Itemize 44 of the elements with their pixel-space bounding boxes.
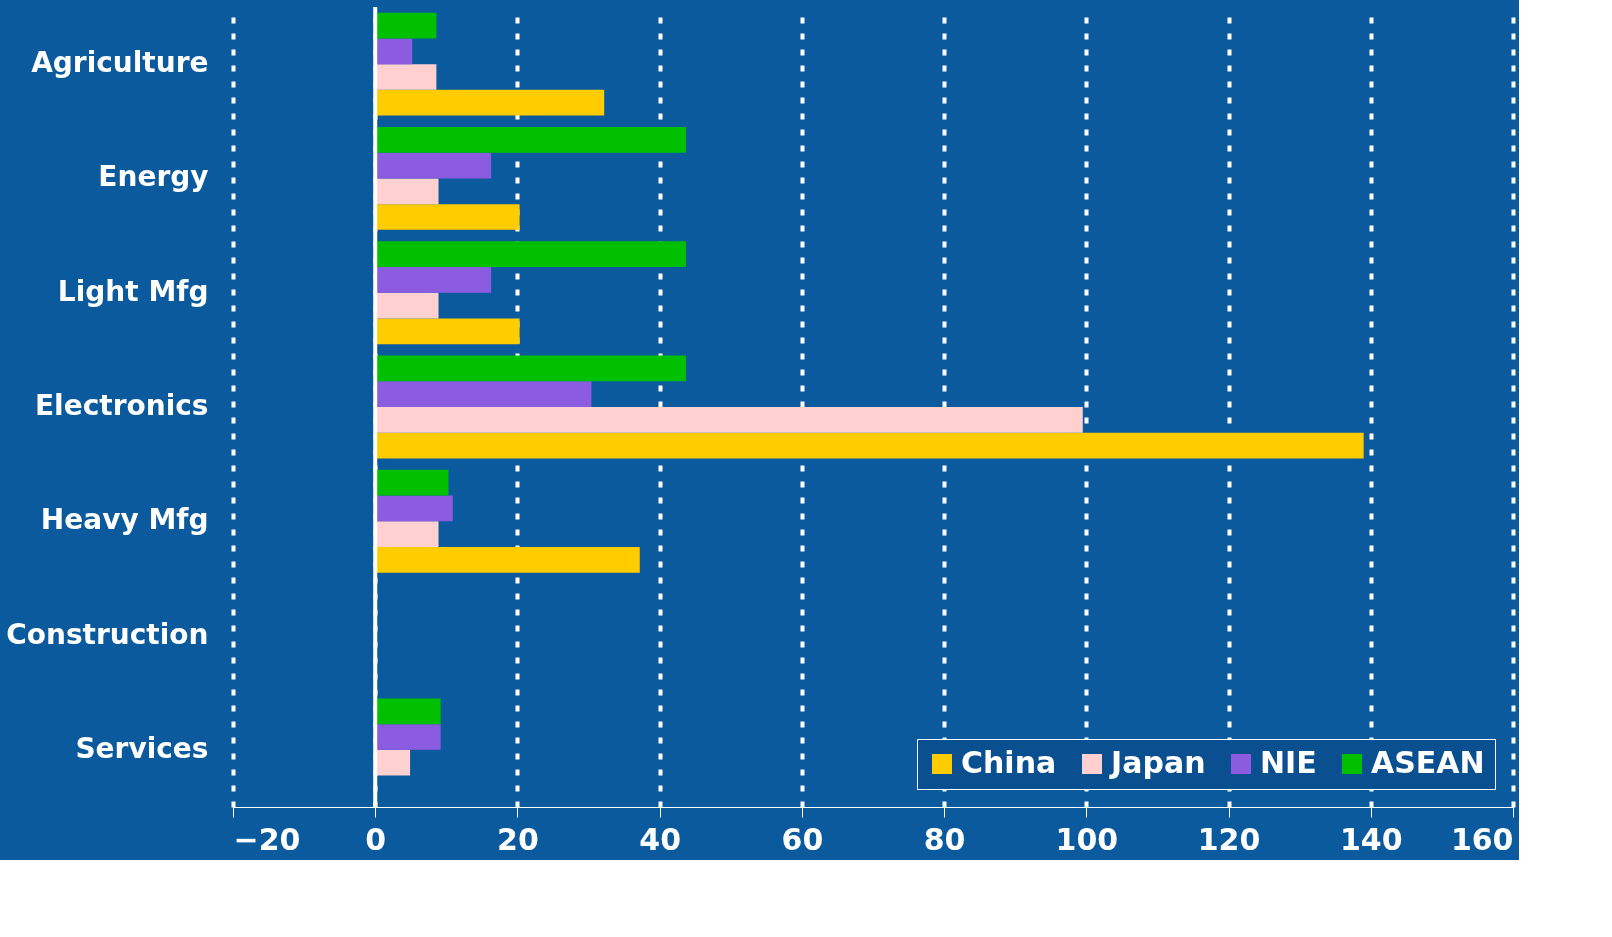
bar (375, 38, 413, 65)
bar (375, 127, 686, 153)
bar (375, 267, 492, 293)
x-tick-label: 0 (365, 821, 387, 857)
y-tick-label: Construction (6, 617, 209, 651)
x-tick-label: 40 (639, 821, 682, 857)
bar (375, 318, 520, 345)
bar (375, 89, 605, 116)
bar (375, 495, 453, 522)
y-tick-label: Services (75, 731, 209, 765)
y-tick-label: Agriculture (31, 46, 209, 80)
legend-label: ASEAN (1371, 745, 1485, 780)
bar (375, 432, 1364, 459)
bar (375, 521, 439, 547)
bar (375, 12, 437, 39)
bar (375, 547, 640, 573)
x-tick-label: 100 (1055, 821, 1119, 857)
x-tick-label: 160 (1450, 821, 1514, 857)
y-tick-label: Light Mfg (57, 274, 209, 308)
x-tick-label: 120 (1197, 821, 1261, 857)
x-tick-label: 60 (781, 821, 824, 857)
y-tick-label: Electronics (34, 389, 209, 422)
legend-label: NIE (1260, 745, 1317, 780)
bar (375, 355, 686, 382)
bar (375, 749, 411, 776)
bar (375, 292, 439, 319)
y-tick-label: Heavy Mfg (40, 503, 209, 537)
y-tick-label: Energy (98, 160, 209, 194)
bar (375, 152, 492, 179)
legend-label: China (961, 745, 1057, 780)
x-tick-label: 140 (1339, 821, 1403, 857)
bar (375, 381, 592, 407)
x-tick-label: 80 (923, 821, 966, 857)
x-tick-label: −20 (233, 821, 301, 857)
bar (375, 204, 520, 230)
bar (375, 241, 686, 267)
bar (375, 469, 449, 496)
bar (375, 64, 437, 90)
legend-label: Japan (1109, 745, 1206, 780)
bar (375, 698, 441, 725)
x-tick-label: 20 (497, 821, 539, 857)
bar (375, 178, 439, 205)
bar (375, 724, 441, 750)
bar (375, 407, 1083, 433)
